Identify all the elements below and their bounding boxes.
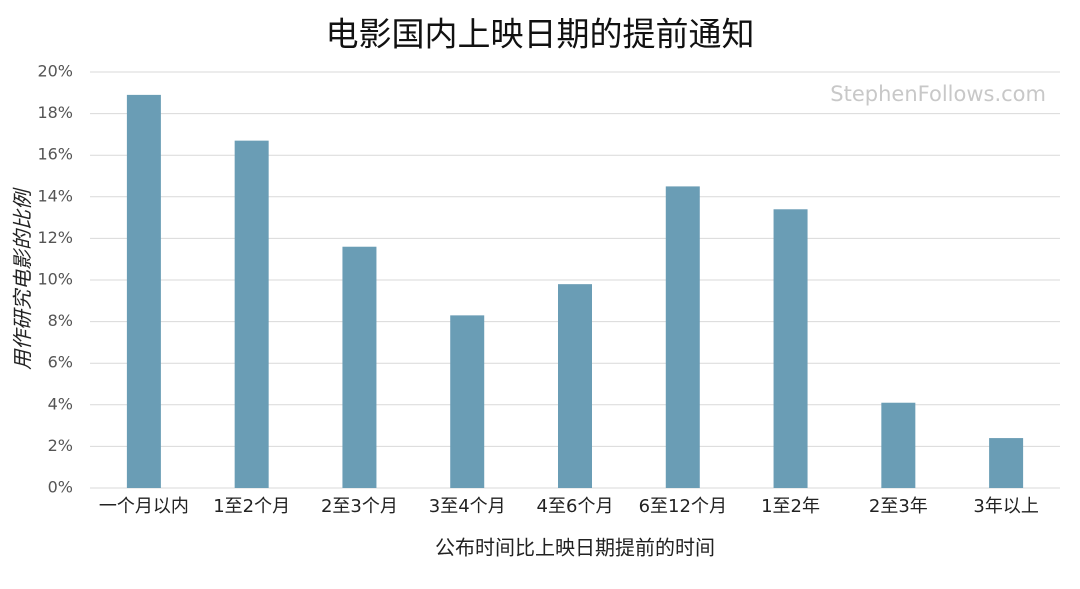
bar (234, 140, 269, 488)
x-tick-label: 2至3个月 (321, 496, 398, 517)
y-axis-title: 用作研究电影的比例 (11, 187, 35, 370)
bar (558, 284, 592, 488)
x-tick-label: 1至2年 (761, 496, 820, 517)
y-tick-label: 18% (37, 103, 73, 122)
y-tick-label: 12% (37, 228, 73, 247)
y-tick-label: 16% (37, 145, 73, 164)
bar (126, 94, 161, 488)
watermark: StephenFollows.com (830, 82, 1046, 106)
y-tick-label: 14% (37, 186, 73, 205)
x-tick-label: 3至4个月 (429, 496, 506, 517)
y-tick-label: 10% (37, 270, 73, 289)
chart-title: 电影国内上映日期的提前通知 (326, 15, 755, 54)
bar (989, 438, 1024, 488)
x-axis-title: 公布时间比上映日期提前的时间 (435, 536, 715, 560)
y-tick-label: 20% (37, 62, 73, 81)
y-tick-label: 4% (48, 394, 73, 413)
y-tick-label: 0% (48, 478, 73, 497)
x-tick-label: 一个月以内 (99, 496, 189, 517)
x-tick-label: 6至12个月 (639, 496, 727, 517)
y-tick-label: 6% (48, 353, 73, 372)
bar (773, 209, 808, 488)
x-tick-label: 4至6个月 (537, 496, 614, 517)
bar (342, 246, 377, 488)
x-tick-label: 2至3年 (869, 496, 928, 517)
bar (450, 315, 485, 488)
bar (665, 186, 700, 488)
x-tick-label: 3年以上 (973, 496, 1038, 517)
x-tick-label: 1至2个月 (213, 496, 290, 517)
y-tick-label: 8% (48, 311, 73, 330)
y-tick-label: 2% (48, 436, 73, 455)
bar (881, 402, 916, 488)
